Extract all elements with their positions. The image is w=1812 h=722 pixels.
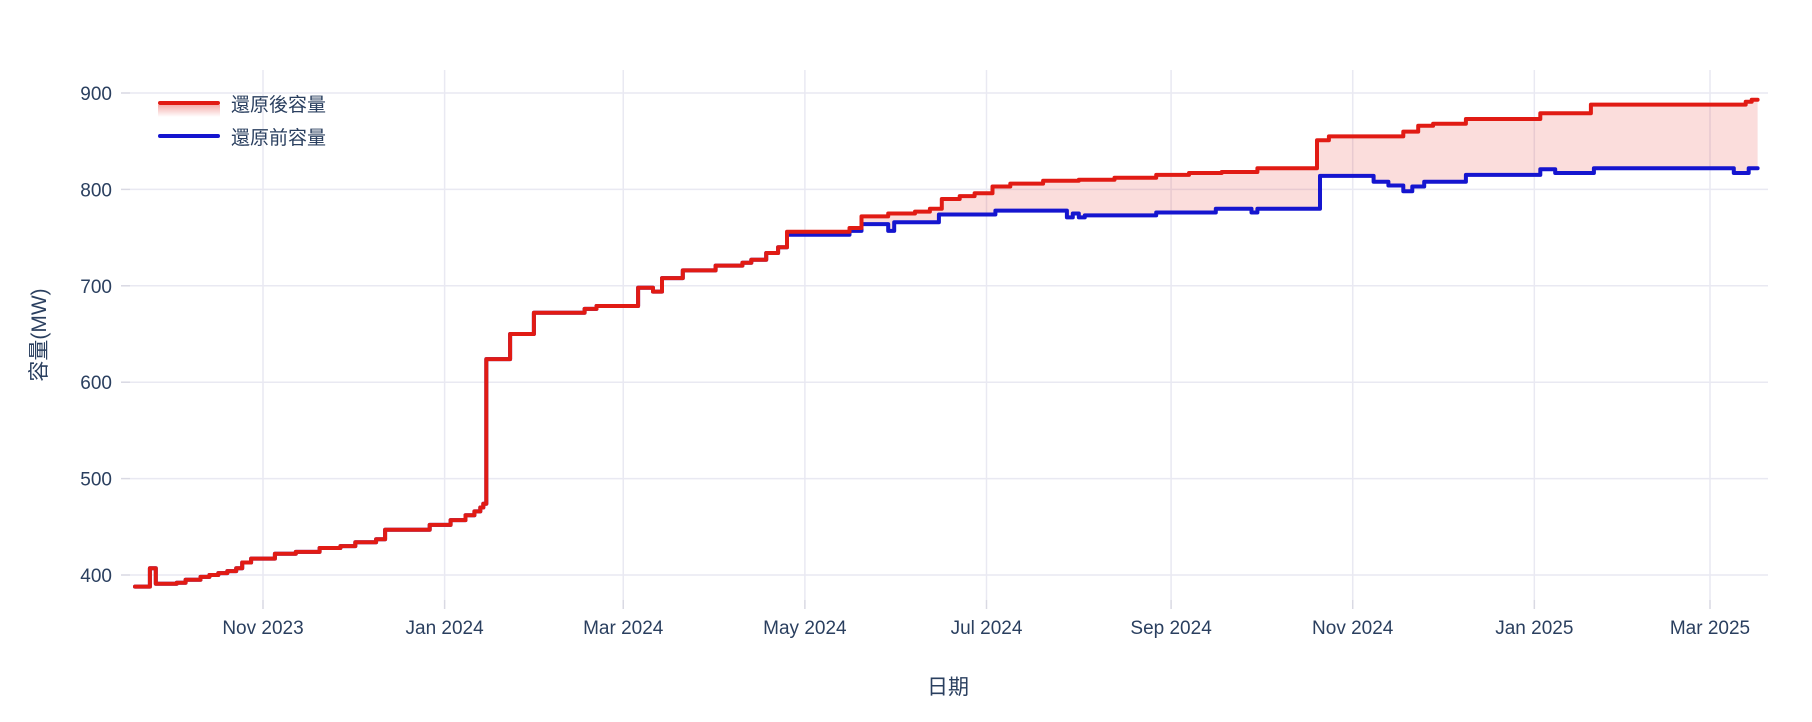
- x-tick-label: Nov 2024: [1312, 618, 1394, 639]
- legend-item-restored[interactable]: 還原後容量: [158, 90, 327, 117]
- x-tick-label: Jan 2025: [1495, 618, 1573, 639]
- y-tick-label: 400: [80, 566, 112, 587]
- legend-label-restored: 還原後容量: [231, 94, 327, 116]
- x-tick-label: May 2024: [763, 618, 847, 639]
- original-series-swatch-icon: [158, 123, 220, 149]
- y-tick-label: 500: [80, 470, 112, 491]
- y-tick-label: 900: [80, 84, 112, 105]
- y-axis-title: 容量(MW): [28, 288, 51, 382]
- legend-label-original: 還原前容量: [231, 127, 327, 149]
- x-axis-title: 日期: [927, 676, 969, 699]
- series-line-restored[interactable]: [133, 97, 1760, 589]
- x-tick-label: Sep 2024: [1130, 618, 1212, 639]
- x-tick-label: Nov 2023: [222, 618, 303, 639]
- legend: 還原後容量 還原前容量: [158, 90, 326, 149]
- x-tick-label: Mar 2024: [583, 618, 664, 639]
- x-tick-label: Jan 2024: [406, 618, 485, 639]
- y-tick-label: 700: [80, 277, 112, 298]
- y-tick-label: 800: [80, 180, 112, 201]
- x-tick-label: Mar 2025: [1670, 618, 1750, 639]
- series-fill-band: [135, 99, 1758, 587]
- restored-series-swatch-icon: [158, 90, 220, 117]
- y-tick-label: 600: [80, 373, 112, 394]
- legend-item-original[interactable]: 還原前容量: [158, 123, 326, 149]
- x-tick-label: Jul 2024: [951, 618, 1023, 639]
- series-line-original[interactable]: [133, 166, 1760, 589]
